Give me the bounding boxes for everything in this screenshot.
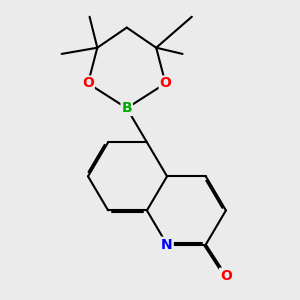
Text: O: O — [82, 76, 94, 90]
Text: O: O — [160, 76, 171, 90]
Text: N: N — [161, 238, 173, 251]
Text: O: O — [220, 268, 232, 283]
Text: B: B — [122, 101, 132, 115]
